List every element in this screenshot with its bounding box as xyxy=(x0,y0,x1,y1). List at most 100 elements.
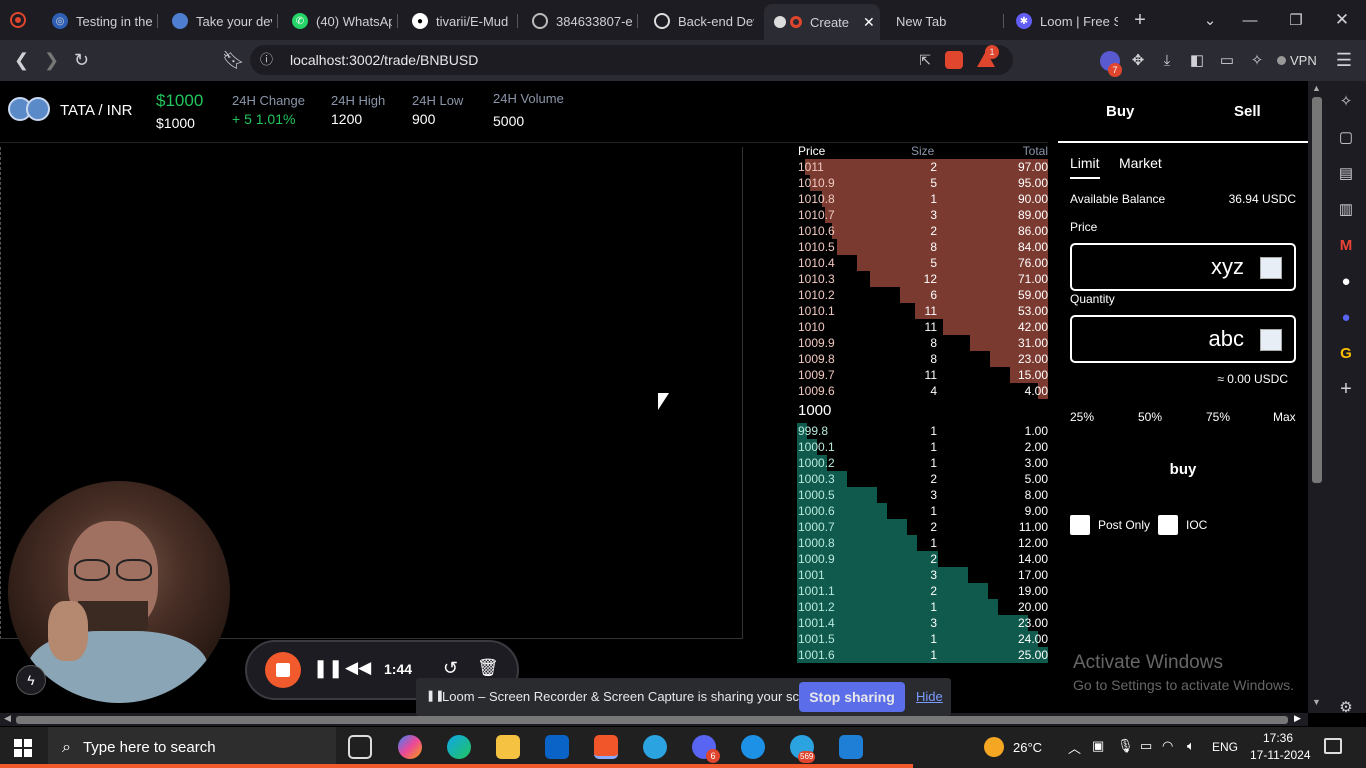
close-tab-icon[interactable]: ✕ xyxy=(863,13,875,30)
wallet-icon[interactable]: ▭ xyxy=(1219,52,1235,69)
ask-row[interactable]: 1010.5 8 84.00 xyxy=(797,239,1048,255)
edge-icon[interactable] xyxy=(447,735,471,759)
docker-icon[interactable] xyxy=(741,735,765,759)
ask-row[interactable]: 1010.8 1 90.00 xyxy=(797,191,1048,207)
puzzle-icon[interactable]: ✥ xyxy=(1131,52,1145,69)
back-icon[interactable]: ❮ xyxy=(14,50,30,70)
clock-time[interactable]: 17:36 xyxy=(1263,731,1294,745)
ask-row[interactable]: 1009.6 4 4.00 xyxy=(797,383,1048,399)
share-icon[interactable]: ⇱ xyxy=(919,52,931,68)
ask-row[interactable]: 1010 11 42.00 xyxy=(797,319,1048,335)
loom-effects-icon[interactable]: ϟ xyxy=(16,665,46,695)
tab-1[interactable]: Take your dev xyxy=(160,6,272,36)
pair-name[interactable]: TATA / INR xyxy=(60,102,133,119)
weather-icon[interactable] xyxy=(984,737,1004,757)
volume-tray-icon[interactable]: 🔈︎ xyxy=(1187,738,1195,753)
language-indicator[interactable]: ENG xyxy=(1212,740,1239,754)
tab-sell[interactable]: Sell xyxy=(1234,103,1261,120)
stop-sharing-button[interactable]: Stop sharing xyxy=(799,682,905,712)
price-chart-area[interactable] xyxy=(0,147,743,639)
bid-row[interactable]: 1001.6 1 25.00 xyxy=(797,647,1048,663)
ask-row[interactable]: 1010.1 11 53.00 xyxy=(797,303,1048,319)
pct-50-button[interactable]: 50% xyxy=(1138,410,1163,424)
gmail-icon[interactable]: M xyxy=(1339,236,1353,254)
taskbar-search-box[interactable]: ⌕ Type here to search xyxy=(48,727,336,768)
reading-list-icon[interactable]: ▤ xyxy=(1338,165,1354,182)
bid-row[interactable]: 1001.2 1 20.00 xyxy=(797,599,1048,615)
bid-row[interactable]: 1001.5 1 24.00 xyxy=(797,631,1048,647)
bid-row[interactable]: 1000.6 1 9.00 xyxy=(797,503,1048,519)
clock-date[interactable]: 17-11-2024 xyxy=(1250,748,1311,762)
bid-row[interactable]: 1001.4 3 23.00 xyxy=(797,615,1048,631)
url-bar[interactable]: ⓘ localhost:3002/trade/BNBUSD ⇱ 1 xyxy=(250,45,1013,75)
ask-row[interactable]: 1011 2 97.00 xyxy=(797,159,1048,175)
tab-5[interactable]: Back-end Dev xyxy=(642,6,754,36)
bookmark-icon[interactable]: 🔖︎ xyxy=(222,50,245,70)
buy-button[interactable]: buy xyxy=(1169,461,1197,478)
ask-row[interactable]: 1010.2 6 59.00 xyxy=(797,287,1048,303)
ask-row[interactable]: 1010.7 3 89.00 xyxy=(797,207,1048,223)
windows-start-icon[interactable] xyxy=(14,739,32,757)
brave-shields-icon[interactable] xyxy=(945,51,963,69)
tab-buy[interactable]: Buy xyxy=(1106,103,1135,120)
ask-row[interactable]: 1009.9 8 31.00 xyxy=(797,335,1048,351)
close-window-icon[interactable]: ✕ xyxy=(1334,10,1350,29)
pct-75-button[interactable]: 75% xyxy=(1206,410,1231,424)
camera-tray-icon[interactable]: ▣ xyxy=(1092,738,1105,753)
discord-icon[interactable]: ● xyxy=(1341,308,1351,326)
pct-max-button[interactable]: Max xyxy=(1273,410,1296,424)
leo-sidebar-icon[interactable]: ✧ xyxy=(1339,93,1353,110)
rewind-icon[interactable]: ◀◀ xyxy=(345,658,372,677)
brave-taskbar-icon[interactable] xyxy=(594,735,618,759)
webcam-bubble[interactable] xyxy=(8,481,230,703)
scroll-left-icon[interactable]: ◀ xyxy=(4,713,11,723)
sidebar-toggle-icon[interactable]: ◧ xyxy=(1189,52,1205,69)
scroll-thumb[interactable] xyxy=(1312,97,1322,483)
stop-recording-button[interactable] xyxy=(265,652,301,688)
task-view-icon[interactable] xyxy=(348,735,372,759)
ask-row[interactable]: 1010.4 5 76.00 xyxy=(797,255,1048,271)
bid-row[interactable]: 1001 3 17.00 xyxy=(797,567,1048,583)
vscode-icon[interactable] xyxy=(839,735,863,759)
scroll-right-icon[interactable]: ▶ xyxy=(1294,713,1301,723)
github-sidebar-icon[interactable]: ● xyxy=(1341,272,1351,290)
ask-row[interactable]: 1010.3 12 71.00 xyxy=(797,271,1048,287)
hide-sharing-link[interactable]: Hide xyxy=(916,689,943,704)
ioc-checkbox[interactable] xyxy=(1158,515,1178,535)
battery-tray-icon[interactable]: ▭ xyxy=(1140,738,1153,753)
outlook-icon[interactable] xyxy=(545,735,569,759)
bid-row[interactable]: 1000.7 2 11.00 xyxy=(797,519,1048,535)
new-tab-icon[interactable]: + xyxy=(1134,8,1146,31)
pct-25-button[interactable]: 25% xyxy=(1070,410,1095,424)
ask-row[interactable]: 1009.8 8 23.00 xyxy=(797,351,1048,367)
scroll-up-icon[interactable]: ▲ xyxy=(1312,83,1321,93)
playlist-icon[interactable]: ▢ xyxy=(1338,129,1354,146)
add-sidebar-icon[interactable]: + xyxy=(1340,377,1352,400)
sharing-grip-icon[interactable]: ❚❚ xyxy=(426,690,445,702)
site-info-icon[interactable]: ⓘ xyxy=(260,52,274,67)
tab-7[interactable]: New Tab xyxy=(884,6,996,36)
forward-icon[interactable]: ❯ xyxy=(44,50,60,70)
ask-row[interactable]: 1009.7 11 15.00 xyxy=(797,367,1048,383)
scroll-down-icon[interactable]: ▼ xyxy=(1312,697,1321,707)
telegram-icon[interactable] xyxy=(643,735,667,759)
tab-6-active[interactable]: Create ✕ xyxy=(764,4,880,40)
tab-8[interactable]: ✱ Loom | Free S xyxy=(1006,6,1118,36)
leo-ai-icon[interactable]: ✧ xyxy=(1250,52,1264,69)
price-input[interactable]: xyz xyxy=(1070,243,1296,291)
vpn-button[interactable]: VPN xyxy=(1277,49,1325,71)
ask-row[interactable]: 1010.6 2 86.00 xyxy=(797,223,1048,239)
wifi-tray-icon[interactable]: ◠ xyxy=(1162,738,1174,753)
hscroll-thumb[interactable] xyxy=(16,716,1288,724)
tab-2[interactable]: ✆ (40) WhatsAp xyxy=(280,6,392,36)
tab-market[interactable]: Market xyxy=(1119,155,1162,171)
notification-icon[interactable] xyxy=(1324,738,1342,754)
reload-icon[interactable]: ↻ xyxy=(74,50,90,70)
brave-menu-icon[interactable] xyxy=(10,12,26,28)
ask-row[interactable]: 1010.9 5 95.00 xyxy=(797,175,1048,191)
delete-icon[interactable]: 🗑︎ xyxy=(477,658,499,677)
vertical-scrollbar[interactable]: ▲ ▼ xyxy=(1308,81,1326,713)
minimize-icon[interactable]: — xyxy=(1242,11,1258,29)
bid-row[interactable]: 1000.2 1 3.00 xyxy=(797,455,1048,471)
restart-icon[interactable]: ↺ xyxy=(443,658,459,678)
